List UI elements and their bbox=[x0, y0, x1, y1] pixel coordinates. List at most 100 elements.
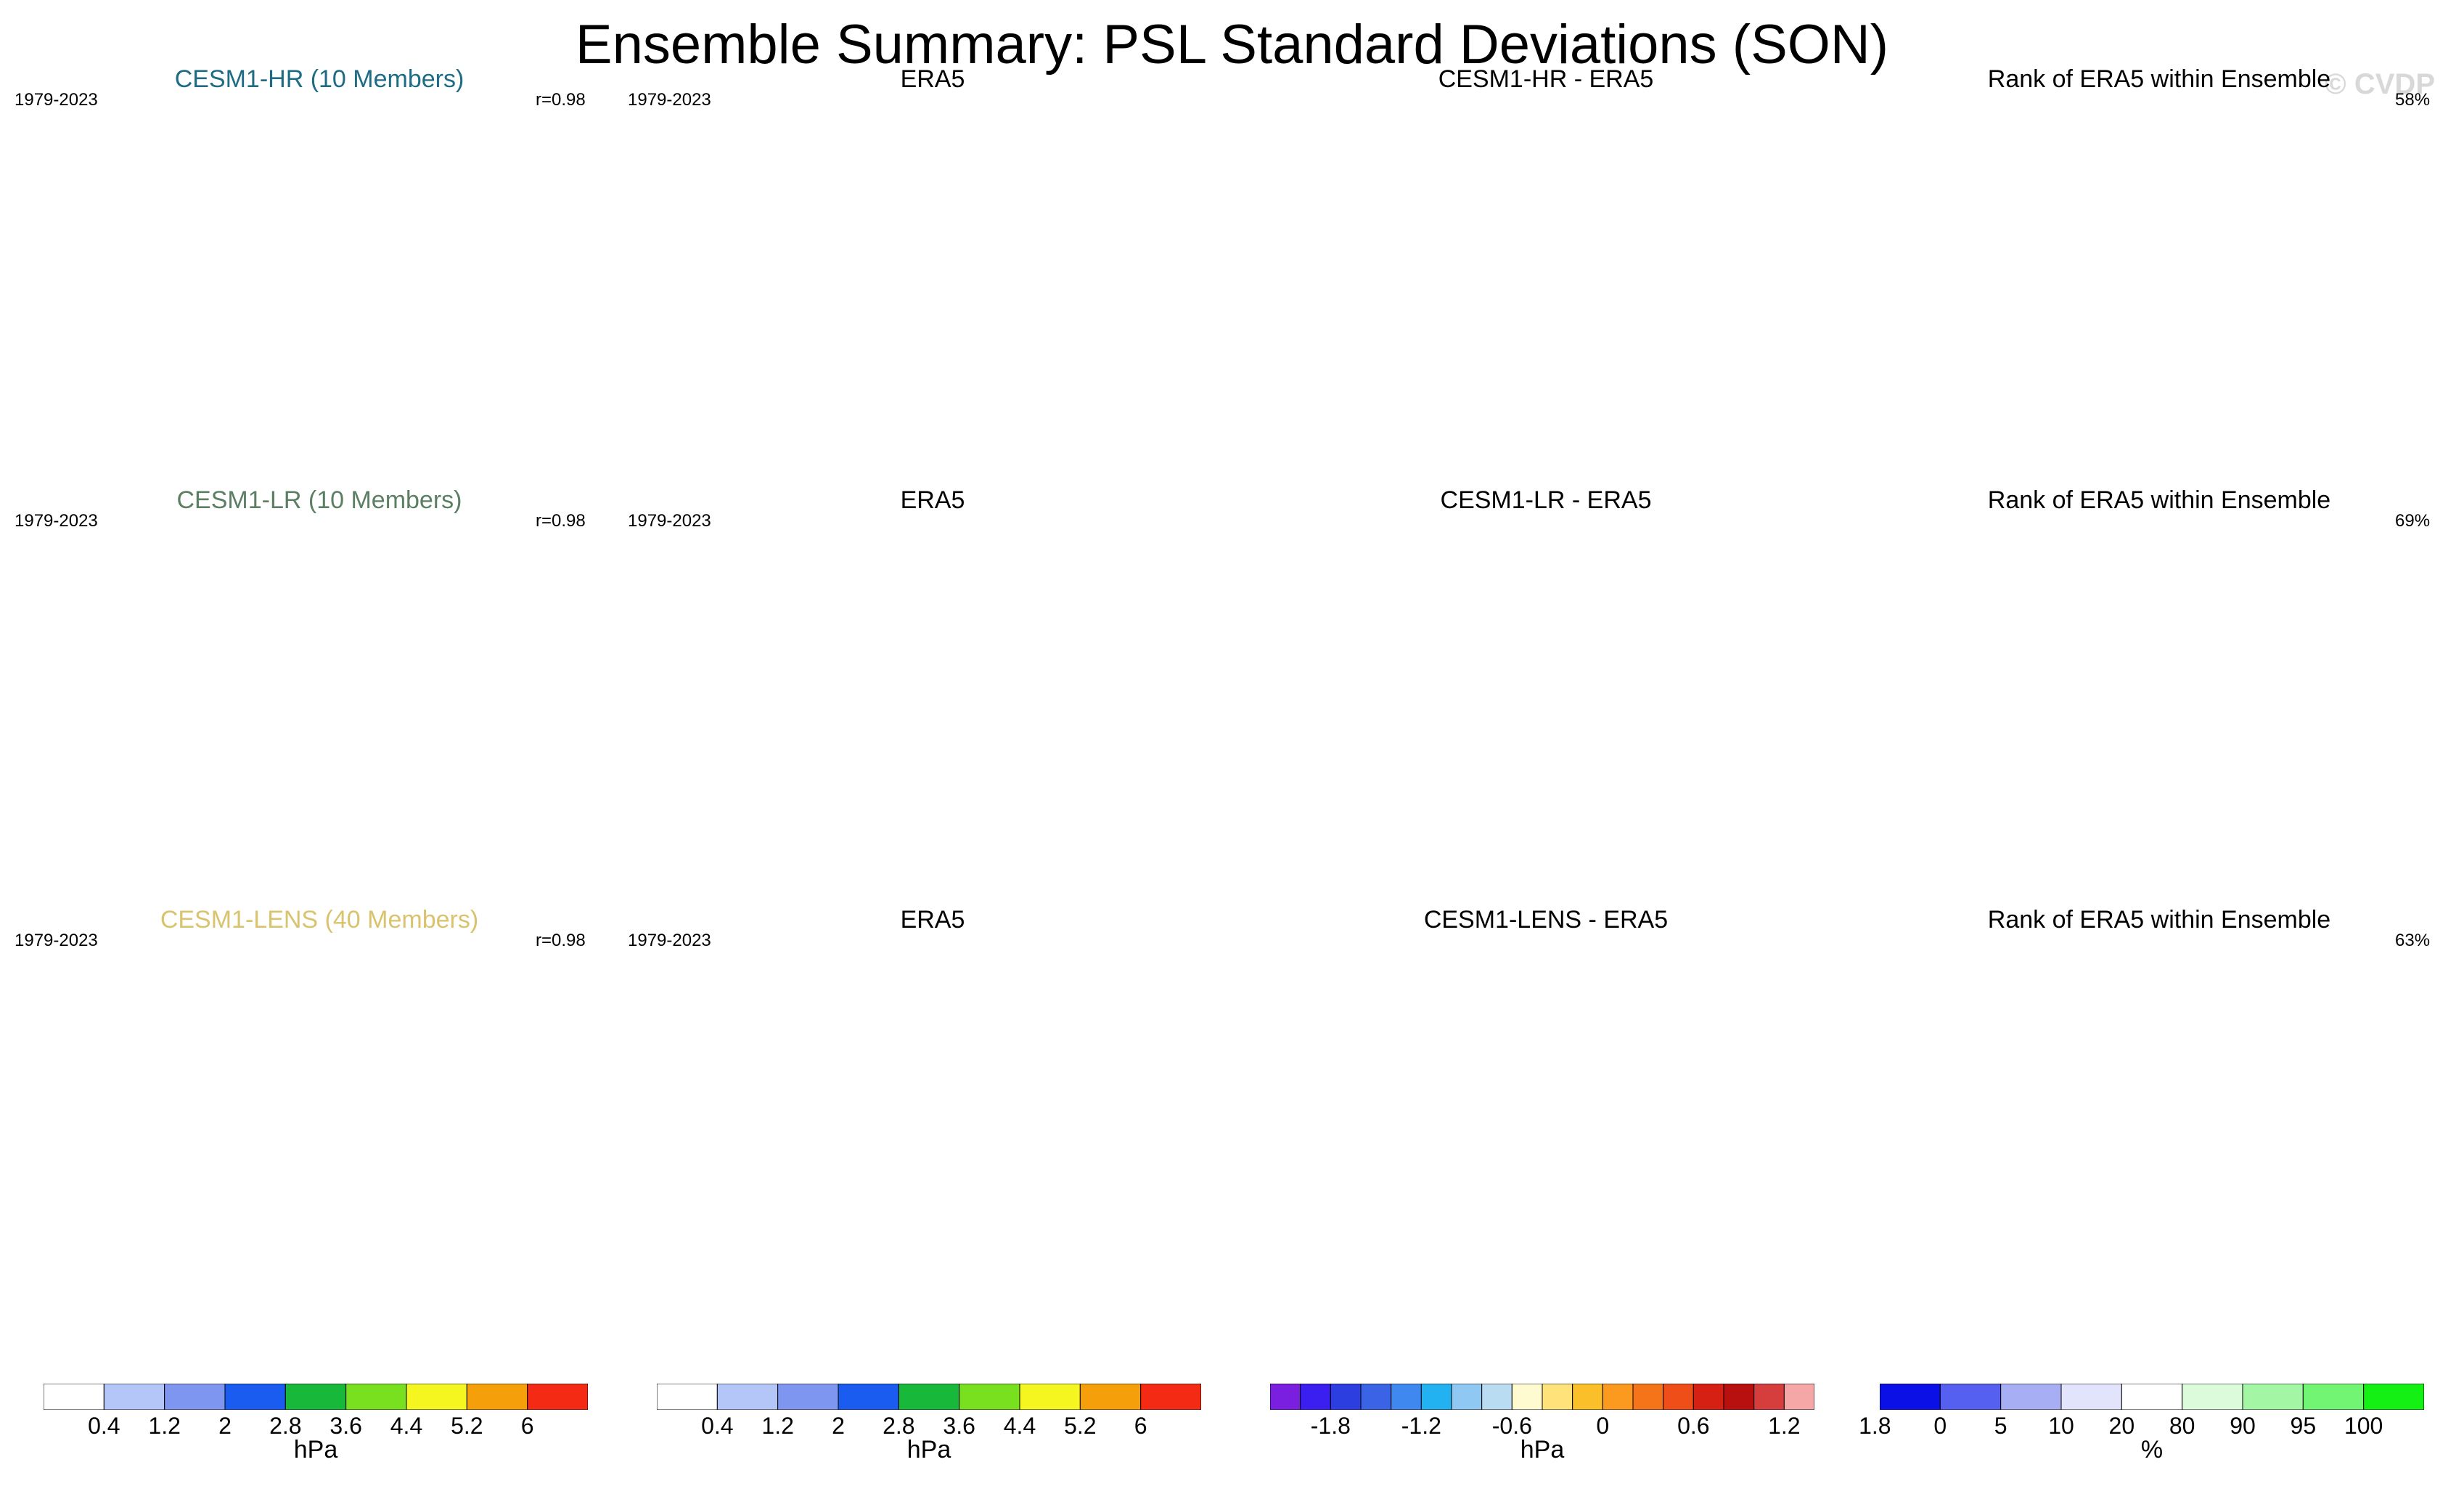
pattern-correlation: r=0.98 bbox=[536, 931, 586, 950]
colorbar-model-std-swatch bbox=[44, 1384, 105, 1410]
year-range: 1979-2023 bbox=[15, 90, 98, 110]
colorbar-rank-tick: 5 bbox=[1994, 1413, 2007, 1439]
year-range: 1979-2023 bbox=[15, 511, 98, 531]
colorbar-rank-tick: 100 bbox=[2344, 1413, 2383, 1439]
colorbar-obs-std-tick: 0.4 bbox=[701, 1413, 734, 1439]
colorbar-obs-std-swatch bbox=[898, 1384, 960, 1410]
panel-title-model: CESM1-HR (10 Members) bbox=[174, 65, 464, 93]
colorbar-difference-swatch bbox=[1481, 1384, 1513, 1410]
colorbar-difference-tick: 1.2 bbox=[1768, 1413, 1801, 1439]
colorbar-rank-tick: 95 bbox=[2290, 1413, 2317, 1439]
colorbar-rank-unit: % bbox=[2140, 1436, 2164, 1463]
colorbar-difference-tick: 1.8 bbox=[1859, 1413, 1891, 1439]
panel-title-rank: Rank of ERA5 within Ensemble bbox=[1987, 65, 2331, 93]
panel-title-rank: Rank of ERA5 within Ensemble bbox=[1987, 906, 2331, 934]
panel-title-model: CESM1-LENS (40 Members) bbox=[160, 906, 479, 934]
colorbar-obs-std-tick: 2.8 bbox=[883, 1413, 915, 1439]
colorbar-rank-tick: 20 bbox=[2108, 1413, 2135, 1439]
colorbar-obs-std-swatch bbox=[838, 1384, 899, 1410]
colorbar-obs-std-swatch bbox=[1140, 1384, 1201, 1410]
colorbar-rank-swatch bbox=[2000, 1384, 2062, 1410]
rank-percentage: 63% bbox=[2395, 931, 2431, 950]
colorbar-difference-swatch bbox=[1723, 1384, 1755, 1410]
colorbar-rank-tick: 10 bbox=[2048, 1413, 2074, 1439]
year-range: 1979-2023 bbox=[15, 931, 98, 950]
colorbar-difference-tick: 0.6 bbox=[1677, 1413, 1710, 1439]
colorbar-model-std-tick: 4.4 bbox=[390, 1413, 423, 1439]
colorbar-model-std-swatch bbox=[466, 1384, 528, 1410]
year-range: 1979-2023 bbox=[628, 931, 711, 950]
colorbar-obs-std-swatch bbox=[1019, 1384, 1081, 1410]
colorbar-rank-swatch bbox=[2242, 1384, 2304, 1410]
colorbar-obs-std-swatch bbox=[959, 1384, 1020, 1410]
pattern-correlation: r=0.98 bbox=[536, 90, 586, 110]
colorbar-difference-swatch bbox=[1451, 1384, 1483, 1410]
colorbar-model-unit: hPa bbox=[293, 1436, 338, 1463]
panel-title-diff: CESM1-HR - ERA5 bbox=[1438, 65, 1654, 93]
colorbar-model-std-tick: 1.2 bbox=[148, 1413, 181, 1439]
colorbar-obs-std-swatch bbox=[1079, 1384, 1142, 1410]
colorbar-obs-std-tick: 1.2 bbox=[761, 1413, 794, 1439]
colorbar-obs-std-tick: 3.6 bbox=[943, 1413, 975, 1439]
panel-title-model: CESM1-LR (10 Members) bbox=[176, 486, 462, 514]
rank-percentage: 58% bbox=[2395, 90, 2431, 110]
panel-title-obs: ERA5 bbox=[900, 486, 965, 514]
colorbar-difference-tick: -0.6 bbox=[1491, 1413, 1532, 1439]
panel-title-diff: CESM1-LR - ERA5 bbox=[1440, 486, 1652, 514]
colorbar-difference-swatch bbox=[1693, 1384, 1724, 1410]
colorbar-obs-std-swatch bbox=[657, 1384, 718, 1410]
colorbar-difference bbox=[1270, 1384, 1814, 1410]
colorbar-obs-std-swatch bbox=[716, 1384, 779, 1410]
colorbar-model-std-tick: 6 bbox=[520, 1413, 534, 1439]
colorbar-rank-swatch bbox=[1939, 1384, 2002, 1410]
colorbar-model-std-swatch bbox=[224, 1384, 286, 1410]
colorbar-obs-std-tick: 4.4 bbox=[1003, 1413, 1036, 1439]
colorbar-rank-swatch bbox=[2182, 1384, 2243, 1410]
year-range: 1979-2023 bbox=[628, 511, 711, 531]
colorbar-difference-swatch bbox=[1300, 1384, 1331, 1410]
colorbar-rank-swatch bbox=[2121, 1384, 2183, 1410]
colorbar-difference-swatch bbox=[1270, 1384, 1301, 1410]
colorbar-model-std bbox=[44, 1384, 588, 1410]
colorbar-difference-swatch bbox=[1542, 1384, 1573, 1410]
colorbar-difference-swatch bbox=[1632, 1384, 1664, 1410]
cvdp-watermark: © CVDP bbox=[2325, 68, 2435, 100]
colorbar-model-std-swatch bbox=[527, 1384, 588, 1410]
colorbar-difference-tick: -1.8 bbox=[1310, 1413, 1351, 1439]
colorbar-rank-tick: 80 bbox=[2169, 1413, 2195, 1439]
colorbar-model-std-swatch bbox=[345, 1384, 407, 1410]
colorbar-obs-std-swatch bbox=[777, 1384, 839, 1410]
colorbar-rank-swatch bbox=[2302, 1384, 2365, 1410]
colorbar-diff-unit: hPa bbox=[1520, 1436, 1565, 1463]
colorbar-rank-tick: 0 bbox=[1933, 1413, 1947, 1439]
colorbar-rank bbox=[1880, 1384, 2424, 1410]
figure-title: Ensemble Summary: PSL Standard Deviation… bbox=[575, 14, 1889, 75]
colorbar-rank-tick: 90 bbox=[2230, 1413, 2256, 1439]
colorbar-obs-std-tick: 2 bbox=[832, 1413, 845, 1439]
colorbar-model-std-tick: 3.6 bbox=[330, 1413, 362, 1439]
colorbar-rank-swatch bbox=[1880, 1384, 1941, 1410]
colorbar-difference-swatch bbox=[1783, 1384, 1814, 1410]
colorbar-model-std-tick: 0.4 bbox=[88, 1413, 120, 1439]
colorbar-obs-unit: hPa bbox=[906, 1436, 951, 1463]
panel-title-obs: ERA5 bbox=[900, 65, 965, 93]
colorbar-difference-swatch bbox=[1511, 1384, 1543, 1410]
colorbar-model-std-swatch bbox=[285, 1384, 347, 1410]
panel-title-rank: Rank of ERA5 within Ensemble bbox=[1987, 486, 2331, 514]
colorbar-model-std-swatch bbox=[406, 1384, 467, 1410]
colorbar-model-std-tick: 2.8 bbox=[269, 1413, 302, 1439]
colorbar-obs-std-tick: 6 bbox=[1134, 1413, 1147, 1439]
colorbar-model-std-tick: 5.2 bbox=[451, 1413, 483, 1439]
colorbar-difference-swatch bbox=[1663, 1384, 1694, 1410]
rank-percentage: 69% bbox=[2395, 511, 2431, 531]
colorbar-difference-swatch bbox=[1572, 1384, 1603, 1410]
colorbar-difference-tick: 0 bbox=[1596, 1413, 1610, 1439]
colorbar-model-std-tick: 2 bbox=[218, 1413, 232, 1439]
colorbar-rank-swatch bbox=[2363, 1384, 2424, 1410]
colorbar-difference-swatch bbox=[1391, 1384, 1422, 1410]
colorbar-obs-std-tick: 5.2 bbox=[1064, 1413, 1097, 1439]
colorbar-difference-swatch bbox=[1360, 1384, 1392, 1410]
colorbar-difference-swatch bbox=[1753, 1384, 1785, 1410]
colorbar-difference-swatch bbox=[1602, 1384, 1634, 1410]
panel-title-diff: CESM1-LENS - ERA5 bbox=[1423, 906, 1669, 934]
